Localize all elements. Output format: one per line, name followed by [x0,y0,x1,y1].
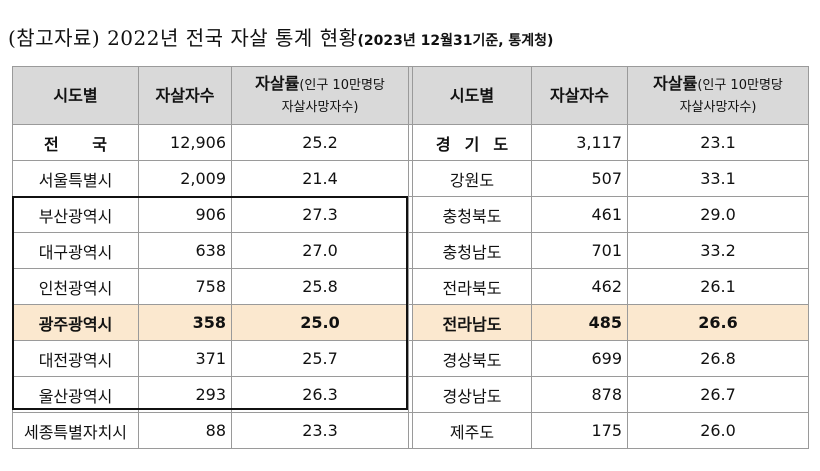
table-row: 인천광역시 758 25.8 전라북도 462 26.1 [12,268,809,305]
suicide-statistics-table: 시도별 자살자수 자살률(인구 10만명당 자살사망자수) 시도별 자살자수 자… [12,66,809,449]
region-cell: 전라북도 [412,268,532,305]
header-rate-note-2: 자살사망자수) [679,99,757,115]
header-rate-note: (인구 10만명당 [299,77,385,93]
rate-cell: 25.7 [231,340,409,377]
region-cell: 세종특별자치시 [12,412,139,449]
header-rate-label: 자살률 [255,73,300,93]
header-count-right: 자살자수 [531,66,628,125]
count-cell: 175 [531,412,628,449]
count-cell: 293 [138,376,232,413]
header-region-right: 시도별 [412,66,532,125]
count-cell: 699 [531,340,628,377]
header-rate-right: 자살률(인구 10만명당 자살사망자수) [627,66,809,125]
rate-cell: 25.8 [231,268,409,305]
rate-cell: 23.1 [627,124,809,161]
region-cell: 충청북도 [412,196,532,233]
count-cell: 638 [138,232,232,269]
count-cell: 12,906 [138,124,232,161]
region-cell: 부산광역시 [12,196,139,233]
count-cell: 758 [138,268,232,305]
region-cell: 경상남도 [412,376,532,413]
table-row: 대전광역시 371 25.7 경상북도 699 26.8 [12,340,809,377]
count-cell: 701 [531,232,628,269]
region-cell: 광주광역시 [12,304,139,341]
table-row: 울산광역시 293 26.3 경상남도 878 26.7 [12,376,809,413]
region-cell: 인천광역시 [12,268,139,305]
header-rate-note-2: 자살사망자수) [281,99,359,115]
region-cell: 전라남도 [412,304,532,341]
region-cell: 제주도 [412,412,532,449]
page-title: (참고자료) 2022년 전국 자살 통계 현황(2023년 12월31기준, … [8,22,553,51]
rate-cell: 25.0 [231,304,409,341]
rate-cell: 33.2 [627,232,809,269]
region-cell: 경상북도 [412,340,532,377]
count-cell: 461 [531,196,628,233]
count-cell: 88 [138,412,232,449]
count-cell: 485 [531,304,628,341]
rate-cell: 26.3 [231,376,409,413]
region-cell: 서울특별시 [12,160,139,197]
count-cell: 878 [531,376,628,413]
header-count-left: 자살자수 [138,66,232,125]
rate-cell: 27.0 [231,232,409,269]
rate-cell: 26.1 [627,268,809,305]
rate-cell: 27.3 [231,196,409,233]
count-cell: 358 [138,304,232,341]
count-cell: 2,009 [138,160,232,197]
rate-cell: 29.0 [627,196,809,233]
header-rate-left: 자살률(인구 10만명당 자살사망자수) [231,66,409,125]
rate-cell: 23.3 [231,412,409,449]
count-cell: 371 [138,340,232,377]
table-header-row: 시도별 자살자수 자살률(인구 10만명당 자살사망자수) 시도별 자살자수 자… [12,66,809,125]
region-cell: 울산광역시 [12,376,139,413]
rate-cell: 26.7 [627,376,809,413]
table-row: 부산광역시 906 27.3 충청북도 461 29.0 [12,196,809,233]
title-main: (참고자료) 2022년 전국 자살 통계 현황 [8,26,358,50]
table-row: 광주광역시 358 25.0 전라남도 485 26.6 [12,304,809,341]
count-cell: 507 [531,160,628,197]
table-body: 전 국 12,906 25.2 경기도 3,117 23.1 서울특별시 2,009 21.4 강… [12,124,809,449]
rate-cell: 26.0 [627,412,809,449]
region-cell: 대전광역시 [12,340,139,377]
count-cell: 462 [531,268,628,305]
rate-cell: 33.1 [627,160,809,197]
rate-cell: 26.6 [627,304,809,341]
region-cell: 충청남도 [412,232,532,269]
rate-cell: 25.2 [231,124,409,161]
table-row: 전 국 12,906 25.2 경기도 3,117 23.1 [12,124,809,161]
table-row: 서울특별시 2,009 21.4 강원도 507 33.1 [12,160,809,197]
header-rate-note: (인구 10만명당 [697,77,783,93]
title-source-note: (2023년 12월31기준, 통계청) [357,33,554,49]
region-cell: 강원도 [412,160,532,197]
region-cell: 대구광역시 [12,232,139,269]
count-cell: 906 [138,196,232,233]
table-row: 세종특별자치시 88 23.3 제주도 175 26.0 [12,412,809,449]
table-row: 대구광역시 638 27.0 충청남도 701 33.2 [12,232,809,269]
header-region-left: 시도별 [12,66,139,125]
region-cell: 전 국 [12,124,139,161]
header-rate-label: 자살률 [653,73,698,93]
count-cell: 3,117 [531,124,628,161]
region-cell: 경기도 [412,124,532,161]
rate-cell: 26.8 [627,340,809,377]
rate-cell: 21.4 [231,160,409,197]
